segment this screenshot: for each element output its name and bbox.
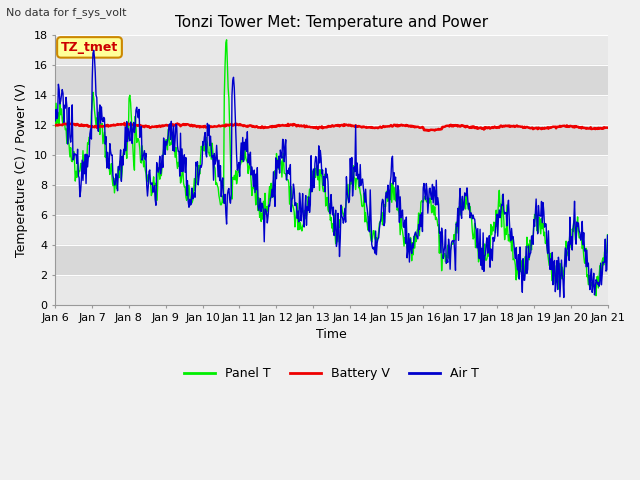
Battery V — [51, 122, 59, 128]
Panel T — [204, 140, 211, 145]
Line: Panel T: Panel T — [55, 40, 607, 296]
Air T — [204, 132, 212, 138]
Panel T — [51, 124, 59, 130]
Legend: Panel T, Battery V, Air T: Panel T, Battery V, Air T — [179, 362, 484, 385]
Bar — [55, 155, 607, 185]
Title: Tonzi Tower Met: Temperature and Power: Tonzi Tower Met: Temperature and Power — [175, 15, 488, 30]
Panel T — [604, 232, 611, 238]
Panel T — [223, 37, 230, 43]
Panel T — [415, 233, 423, 239]
Battery V — [415, 125, 423, 131]
Bar — [55, 245, 607, 275]
Text: TZ_tmet: TZ_tmet — [61, 41, 118, 54]
X-axis label: Time: Time — [316, 328, 347, 341]
Bar — [55, 65, 607, 95]
Air T — [399, 223, 407, 229]
Air T — [61, 105, 69, 111]
Bar — [55, 185, 607, 215]
Panel T — [118, 168, 126, 174]
Bar — [55, 215, 607, 245]
Bar — [55, 125, 607, 155]
Panel T — [174, 159, 182, 165]
Battery V — [61, 121, 69, 127]
Battery V — [118, 121, 126, 127]
Battery V — [426, 128, 433, 133]
Battery V — [120, 120, 128, 126]
Battery V — [175, 121, 183, 127]
Battery V — [604, 125, 611, 131]
Battery V — [204, 124, 212, 130]
Bar — [55, 275, 607, 305]
Air T — [119, 162, 127, 168]
Air T — [90, 48, 97, 53]
Bar — [55, 95, 607, 125]
Air T — [604, 232, 611, 238]
Panel T — [61, 127, 69, 132]
Y-axis label: Temperature (C) / Power (V): Temperature (C) / Power (V) — [15, 83, 28, 257]
Panel T — [399, 234, 407, 240]
Air T — [175, 149, 183, 155]
Air T — [51, 118, 59, 124]
Text: No data for f_sys_volt: No data for f_sys_volt — [6, 7, 127, 18]
Bar — [55, 36, 607, 65]
Panel T — [592, 293, 600, 299]
Air T — [415, 227, 423, 232]
Line: Battery V: Battery V — [55, 123, 607, 131]
Line: Air T: Air T — [55, 50, 607, 298]
Battery V — [399, 122, 407, 128]
Air T — [560, 295, 568, 300]
